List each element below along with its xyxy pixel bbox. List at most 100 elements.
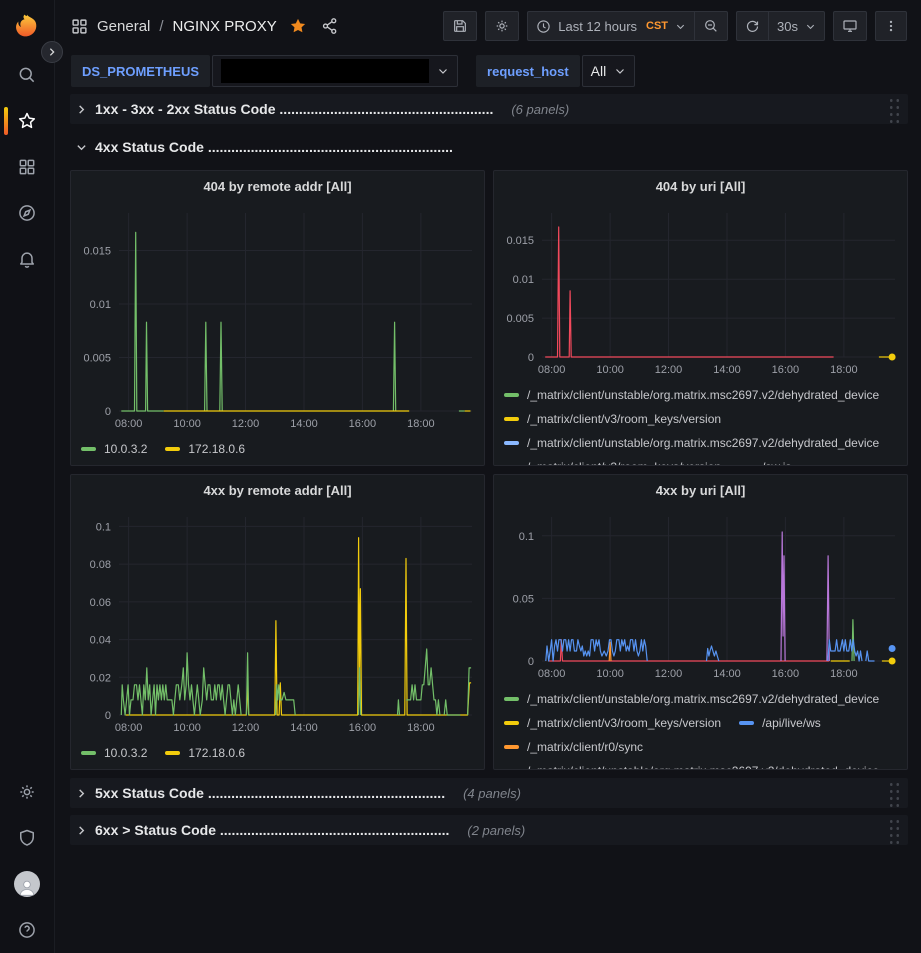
legend-item[interactable]: /_matrix/client/unstable/org.matrix.msc2…	[504, 689, 879, 708]
more-options-button[interactable]	[875, 11, 907, 41]
chart-404-by-uri[interactable]: 0 0.005 0.01 0.015 08:00 10:00 12:00 14:00 16:00…	[494, 201, 907, 379]
grafana-logo[interactable]	[0, 0, 55, 52]
breadcrumb: General / NGINX PROXY	[71, 17, 339, 35]
panel-grid: 404 by remote addr [All] 0 0.005 0.01 0.015…	[70, 170, 908, 770]
legend-swatch	[504, 720, 519, 725]
chart-4xx-by-uri[interactable]: 0 0.05 0.1 08:00 10:00 12:00 14:00 16:00 18:00	[494, 505, 907, 683]
favorite-star-icon[interactable]	[289, 17, 307, 35]
svg-text:0: 0	[105, 710, 111, 722]
legend-item[interactable]: /_matrix/client/unstable/org.matrix.msc2…	[504, 385, 879, 404]
svg-text:18:00: 18:00	[407, 722, 435, 734]
sidebar-expand-button[interactable]	[41, 41, 63, 63]
chevron-right-icon	[79, 104, 85, 114]
variable-request-host-select[interactable]: All	[581, 55, 636, 87]
chevron-right-icon	[79, 825, 85, 835]
svg-text:08:00: 08:00	[538, 364, 566, 376]
save-dashboard-button[interactable]	[443, 11, 478, 41]
panel-title[interactable]: 404 by remote addr [All]	[203, 178, 352, 194]
row-title: 4xx Status Code ........................…	[95, 139, 453, 155]
svg-text:10:00: 10:00	[596, 364, 624, 376]
legend-item[interactable]: /_matrix/client/r0/sync	[504, 737, 643, 756]
legend-swatch	[504, 696, 519, 701]
breadcrumb-dashboard-title[interactable]: NGINX PROXY	[172, 17, 277, 35]
legend-swatch	[81, 447, 96, 451]
variable-datasource-select[interactable]	[212, 55, 459, 87]
variable-request-host: request_host All	[476, 55, 636, 87]
kiosk-mode-button[interactable]	[833, 11, 867, 41]
svg-text:0.005: 0.005	[83, 353, 111, 365]
legend-item[interactable]: 10.0.3.2	[81, 744, 147, 763]
time-range-picker[interactable]: Last 12 hours CST	[527, 11, 695, 41]
svg-text:0: 0	[528, 656, 534, 668]
breadcrumb-folder[interactable]: General	[97, 17, 151, 35]
row-drag-handle[interactable]	[887, 816, 900, 844]
row-1xx-3xx-2xx[interactable]: 1xx - 3xx - 2xx Status Code ............…	[70, 94, 908, 124]
svg-text:0.05: 0.05	[513, 593, 534, 605]
svg-text:0.1: 0.1	[519, 531, 534, 543]
star-icon	[18, 112, 36, 129]
legend-item[interactable]: /_matrix/client/v3/room_keys/version	[504, 713, 721, 732]
chart-4xx-by-remote-addr[interactable]: 0 0.02 0.04 0.06 0.08 0.1 08:00 10:00 12:00 14:00…	[71, 505, 484, 737]
sidebar-item-alerting[interactable]	[0, 236, 55, 282]
sidebar-item-search[interactable]	[0, 52, 55, 98]
legend-swatch	[504, 440, 519, 445]
legend-label: /_matrix/client/v3/room_keys/version	[527, 715, 722, 730]
grafana-logo-icon	[16, 14, 37, 37]
svg-text:0.08: 0.08	[90, 559, 111, 571]
legend-swatch	[504, 416, 519, 421]
svg-text:18:00: 18:00	[830, 364, 858, 376]
svg-text:14:00: 14:00	[290, 418, 318, 430]
legend-item[interactable]: /api/live/ws	[739, 713, 821, 732]
sidebar-item-configuration[interactable]	[0, 769, 55, 815]
chevron-right-icon	[79, 788, 85, 798]
zoom-out-time-button[interactable]	[694, 11, 729, 41]
legend-item[interactable]: /_matrix/client/unstable/org.matrix.msc2…	[504, 761, 879, 769]
panel-title[interactable]: 4xx by uri [All]	[655, 482, 746, 498]
row-5xx[interactable]: 5xx Status Code ........................…	[70, 778, 908, 808]
legend: 10.0.3.2 172.18.0.6	[71, 433, 484, 463]
chart-404-by-remote-addr[interactable]: 0 0.005 0.01 0.015 08:00 10:00 12:00 14:00 16:00…	[71, 201, 484, 433]
svg-text:10:00: 10:00	[596, 668, 624, 680]
save-icon	[454, 20, 467, 32]
legend-label: /_matrix/client/v3/room_keys/version	[527, 460, 721, 466]
svg-text:12:00: 12:00	[655, 364, 683, 376]
share-icon[interactable]	[321, 17, 339, 35]
sidebar-item-starred[interactable]	[0, 98, 55, 144]
svg-text:14:00: 14:00	[290, 722, 318, 734]
svg-text:18:00: 18:00	[830, 668, 858, 680]
sidebar-item-help[interactable]	[0, 907, 55, 953]
help-icon	[19, 922, 35, 938]
legend-item[interactable]: 172.18.0.6	[165, 440, 245, 459]
sidebar-item-explore[interactable]	[0, 190, 55, 236]
refresh-button[interactable]	[736, 11, 769, 41]
dashboard-header: General / NGINX PROXY	[55, 0, 921, 52]
legend-item[interactable]: /_matrix/client/unstable/org.matrix.msc2…	[504, 433, 879, 452]
legend-label: /sw.js	[762, 460, 791, 466]
panel-title[interactable]: 4xx by remote addr [All]	[203, 482, 352, 498]
legend-swatch	[739, 464, 755, 465]
sidebar-item-dashboards[interactable]	[0, 144, 55, 190]
row-4xx[interactable]: 4xx Status Code ........................…	[70, 131, 908, 163]
row-6xx[interactable]: 6xx > Status Code ......................…	[70, 815, 908, 845]
variable-datasource: DS_PROMETHEUS	[71, 55, 459, 87]
legend-label: 172.18.0.6	[188, 442, 246, 456]
panel-title[interactable]: 404 by uri [All]	[655, 178, 746, 194]
chevron-down-icon	[439, 69, 447, 74]
legend-label: /_matrix/client/unstable/org.matrix.msc2…	[527, 764, 879, 770]
svg-text:0.02: 0.02	[90, 672, 111, 684]
sidebar-item-profile[interactable]	[0, 861, 55, 907]
sidebar-item-server-admin[interactable]	[0, 815, 55, 861]
svg-text:0.01: 0.01	[90, 299, 111, 311]
legend-item[interactable]: /_matrix/client/v3/room_keys/version	[504, 409, 721, 428]
legend-item[interactable]: /sw.js	[739, 457, 791, 465]
legend-item[interactable]: 172.18.0.6	[165, 744, 245, 763]
row-drag-handle[interactable]	[887, 95, 900, 123]
dashboard-settings-button[interactable]	[485, 11, 520, 41]
row-drag-handle[interactable]	[887, 779, 900, 807]
legend-swatch	[504, 768, 519, 769]
legend-item[interactable]: 10.0.3.2	[81, 440, 147, 459]
legend-swatch	[81, 751, 96, 755]
legend-item[interactable]: /_matrix/client/v3/room_keys/version	[504, 457, 721, 465]
panel-4xx-by-remote-addr: 4xx by remote addr [All] 0 0.02 0.04 0.06 0.…	[70, 474, 485, 770]
refresh-interval-dropdown[interactable]: 30s	[768, 11, 825, 41]
